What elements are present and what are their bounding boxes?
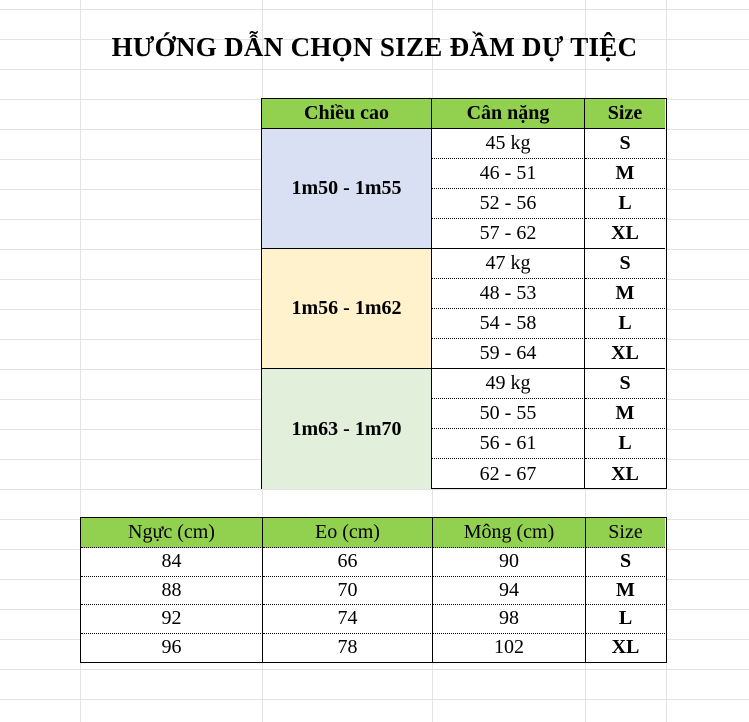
column-header: Chiều cao <box>262 99 432 129</box>
measurement-cell: 102 <box>433 633 586 662</box>
column-gridline <box>80 0 81 722</box>
size-cell: M <box>586 577 665 605</box>
measurement-cell: 92 <box>81 605 263 634</box>
measurement-cell: 78 <box>263 633 433 662</box>
weight-cell: 57 - 62 <box>432 219 585 249</box>
body-measurement-size-table: Ngực (cm) Eo (cm) Mông (cm) Size 84 66 90 S 88 70… <box>80 517 667 663</box>
size-cell: XL <box>585 339 665 369</box>
size-cell: XL <box>585 219 665 249</box>
column-header: Eo (cm) <box>263 518 433 548</box>
measurement-cell: 96 <box>81 633 263 662</box>
weight-cell: 59 - 64 <box>432 339 585 369</box>
size-cell: M <box>585 159 665 189</box>
size-cell: L <box>585 429 665 459</box>
column-header: Size <box>585 99 665 129</box>
weight-cell: 45 kg <box>432 129 585 159</box>
size-cell: L <box>585 189 665 219</box>
weight-cell: 56 - 61 <box>432 429 585 459</box>
measurement-cell: 94 <box>433 576 586 605</box>
column-header: Cân nặng <box>432 99 585 129</box>
page-title: HƯỚNG DẪN CHỌN SIZE ĐẦM DỰ TIỆC <box>111 32 638 62</box>
size-cell: M <box>585 399 665 429</box>
measurement-cell: 98 <box>433 605 586 634</box>
weight-cell: 52 - 56 <box>432 189 585 219</box>
size-cell: S <box>585 369 665 399</box>
size-cell: S <box>585 129 665 159</box>
measurement-cell: 88 <box>81 576 263 605</box>
measurement-cell: 70 <box>263 576 433 605</box>
size-cell: S <box>586 548 665 577</box>
size-cell: S <box>585 249 665 279</box>
height-weight-size-table: Chiều cao Cân nặng Size 1m50 - 1m55 45 kg S 46… <box>261 98 667 489</box>
height-range-cell: 1m63 - 1m70 <box>262 369 432 489</box>
measurement-cell: 84 <box>81 548 263 577</box>
weight-cell: 49 kg <box>432 369 585 399</box>
weight-cell: 46 - 51 <box>432 159 585 189</box>
size-cell: M <box>585 279 665 309</box>
measurement-cell: 66 <box>263 548 433 577</box>
size-cell: L <box>585 309 665 339</box>
size-cell: XL <box>611 636 640 659</box>
height-range-cell: 1m50 - 1m55 <box>262 129 432 249</box>
weight-cell: 62 - 67 <box>432 459 585 489</box>
weight-cell: 54 - 58 <box>432 309 585 339</box>
weight-cell: 48 - 53 <box>432 279 585 309</box>
measurement-cell: 90 <box>433 548 586 577</box>
column-header: Size <box>586 518 665 548</box>
weight-cell: 50 - 55 <box>432 399 585 429</box>
height-range-cell: 1m56 - 1m62 <box>262 249 432 369</box>
size-cell: XL <box>611 462 639 485</box>
weight-cell: 47 kg <box>432 249 585 279</box>
column-header: Mông (cm) <box>433 518 586 548</box>
size-cell: L <box>586 605 665 634</box>
column-header: Ngực (cm) <box>81 518 263 548</box>
measurement-cell: 74 <box>263 605 433 634</box>
